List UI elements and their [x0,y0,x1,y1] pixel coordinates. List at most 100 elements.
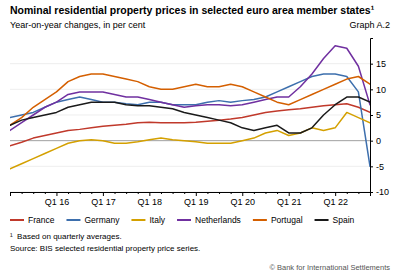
x-tick-label: Q1 20 [230,197,255,207]
x-tick: Q1 16 [45,192,70,207]
y-axis: -10-5051015 [370,39,389,198]
y-tick-label: 10 [376,85,386,95]
x-tick: Q1 22 [323,192,348,207]
legend-item: Germany [66,215,120,225]
y-tick-label: 0 [376,136,381,146]
legend-item: Netherlands [177,215,241,225]
y-tick-mark [370,192,373,193]
x-tick-mark [80,192,81,194]
x-tick-mark [196,192,197,196]
x-tick: Q1 21 [277,192,302,207]
x-tick-mark [103,192,104,196]
legend-label: Spain [333,215,355,225]
x-tick [80,192,81,194]
x-tick [22,192,23,194]
x-tick-mark [33,192,34,194]
x-tick [324,192,325,194]
x-tick-mark [277,192,278,194]
subtitle: Year-on-year changes, in per cent [10,20,146,30]
grid-line [10,63,370,64]
y-tick: 15 [370,59,386,69]
x-tick [231,192,232,194]
x-tick-mark [184,192,185,194]
y-tick: 5 [370,110,381,120]
series-line [10,104,370,146]
x-tick [265,192,266,194]
legend: France Germany Italy Netherlands Portugal Spa… [10,215,355,225]
y-tick: 0 [370,136,381,146]
x-tick [219,192,220,194]
x-tick [126,192,127,194]
y-tick-mark [370,115,373,116]
grid-line [10,166,370,167]
x-tick-mark [22,192,23,194]
title-line: Nominal residential property prices in s… [10,4,375,16]
legend-swatch [131,219,145,221]
x-tick-mark [219,192,220,194]
y-tick-mark [370,89,373,90]
y-tick-label: 15 [376,59,386,69]
x-axis-line [11,193,371,197]
legend-label: Netherlands [195,215,241,225]
y-tick-mark [370,141,373,142]
x-tick [358,192,359,194]
annotation: Graph A.2 [349,20,390,30]
x-tick-label: Q1 16 [45,197,70,207]
x-tick-mark [289,192,290,196]
x-tick-mark [115,192,116,194]
y-tick-label: -10 [376,187,389,197]
series-line [10,74,370,166]
x-tick-label: Q1 17 [91,197,116,207]
title: Nominal residential property prices in s… [10,4,375,16]
x-tick [161,192,162,194]
x-tick-mark [91,192,92,194]
x-tick-mark [56,192,57,196]
x-tick-label: Q1 18 [138,197,163,207]
y-tick: -10 [370,187,389,197]
grid [10,64,370,192]
x-tick [300,192,301,194]
x-tick [173,192,174,194]
x-tick [10,192,11,194]
x-axis: Q1 16 Q1 17 Q1 18 Q1 19 Q1 20 Q1 21 Q1 22 [11,192,371,207]
annotation: Source: BIS selected residential propert… [10,244,200,253]
y-tick: 10 [370,85,386,95]
legend-swatch [66,219,80,221]
x-tick: Q1 17 [91,192,116,207]
legend-item: Spain [315,215,355,225]
x-tick [45,192,46,194]
x-tick-label: Q1 22 [323,197,348,207]
y-tick-mark [370,166,373,167]
x-tick [184,192,185,194]
x-tick-mark [149,192,150,196]
x-tick [91,192,92,194]
chart-container: Nominal residential property prices in s… [0,0,400,275]
legend-item: France [10,215,55,225]
x-tick [68,192,69,194]
series-line [10,74,370,125]
x-tick-mark [254,192,255,194]
x-tick [347,192,348,194]
x-tick [254,192,255,194]
y-tick-mark [370,64,373,65]
x-tick [138,192,139,194]
series-line [10,97,370,133]
chart-svg: Nominal residential property prices in s… [0,0,400,275]
x-tick [115,192,116,194]
x-tick-label: Q1 21 [277,197,302,207]
x-tick-mark [358,192,359,194]
x-tick-mark [68,192,69,194]
x-tick: Q1 19 [184,192,209,207]
legend-item: Portugal [253,215,303,225]
series-line [10,46,370,131]
lines [10,46,370,169]
x-tick [33,192,34,194]
x-tick [312,192,313,194]
x-tick: Q1 18 [138,192,163,207]
x-tick [277,192,278,194]
grid-line [10,89,370,90]
annotation: © Bank for International Settlements [269,263,390,272]
annotation: ¹ Based on quarterly averages. [10,232,122,241]
legend-label: Italy [149,215,165,225]
x-tick-mark [242,192,243,196]
